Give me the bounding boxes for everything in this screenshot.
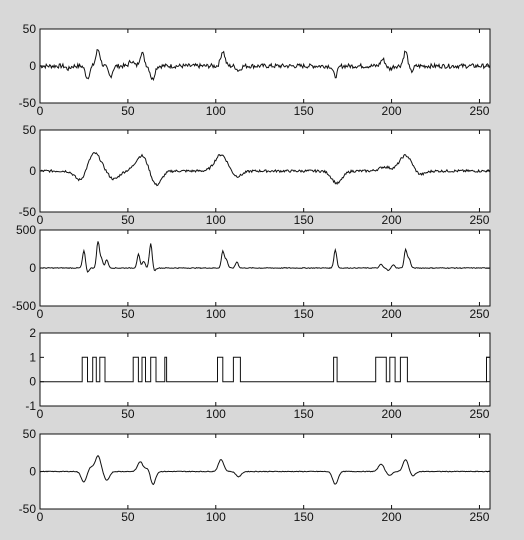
x-tick-label: 150 [294,104,314,118]
y-tick-label: 0 [29,164,36,178]
x-tick-label: 150 [294,213,314,227]
x-tick-label: 150 [294,510,314,524]
series-line [39,454,491,486]
y-tick-label: 0 [29,465,36,479]
plot-area [39,129,491,213]
x-tick-label: 50 [121,307,135,321]
x-tick-label: 50 [121,104,135,118]
x-tick-label: 150 [294,307,314,321]
series-line [40,356,491,383]
series-line [39,241,491,273]
x-tick-label: 150 [294,407,314,421]
y-tick-label: 0 [29,375,36,389]
y-tick-label: 500 [16,223,36,237]
x-tick-label: 250 [469,307,489,321]
x-tick-label: 200 [382,407,402,421]
x-tick-label: 0 [37,307,44,321]
x-tick-label: 100 [206,213,226,227]
y-tick-label: -1 [25,399,36,413]
y-tick-label: 50 [23,427,37,441]
y-tick-label: -50 [19,205,37,219]
x-tick-label: 100 [206,510,226,524]
series-line [39,152,491,187]
x-tick-label: 250 [469,213,489,227]
x-tick-label: 100 [206,407,226,421]
y-tick-label: 2 [29,326,36,340]
y-tick-label: 0 [29,261,36,275]
y-tick-label: -50 [19,96,37,110]
x-tick-label: 0 [37,213,44,227]
y-tick-label: -500 [12,299,36,313]
x-tick-label: 200 [382,213,402,227]
x-tick-label: 50 [121,407,135,421]
x-tick-label: 0 [37,407,44,421]
y-tick-label: 0 [29,59,36,73]
x-tick-label: 0 [37,510,44,524]
x-tick-label: 200 [382,510,402,524]
plot-area [39,332,491,407]
y-tick-label: 50 [23,123,37,137]
series-line [39,48,491,82]
x-tick-label: 100 [206,104,226,118]
x-tick-label: 200 [382,307,402,321]
y-tick-label: 1 [29,350,36,364]
x-tick-label: 0 [37,104,44,118]
x-tick-label: 50 [121,213,135,227]
x-tick-label: 200 [382,104,402,118]
x-tick-label: 250 [469,407,489,421]
x-tick-label: 50 [121,510,135,524]
y-tick-label: -50 [19,502,37,516]
x-tick-label: 250 [469,104,489,118]
x-tick-label: 250 [469,510,489,524]
x-tick-label: 100 [206,307,226,321]
y-tick-label: 50 [23,22,37,36]
